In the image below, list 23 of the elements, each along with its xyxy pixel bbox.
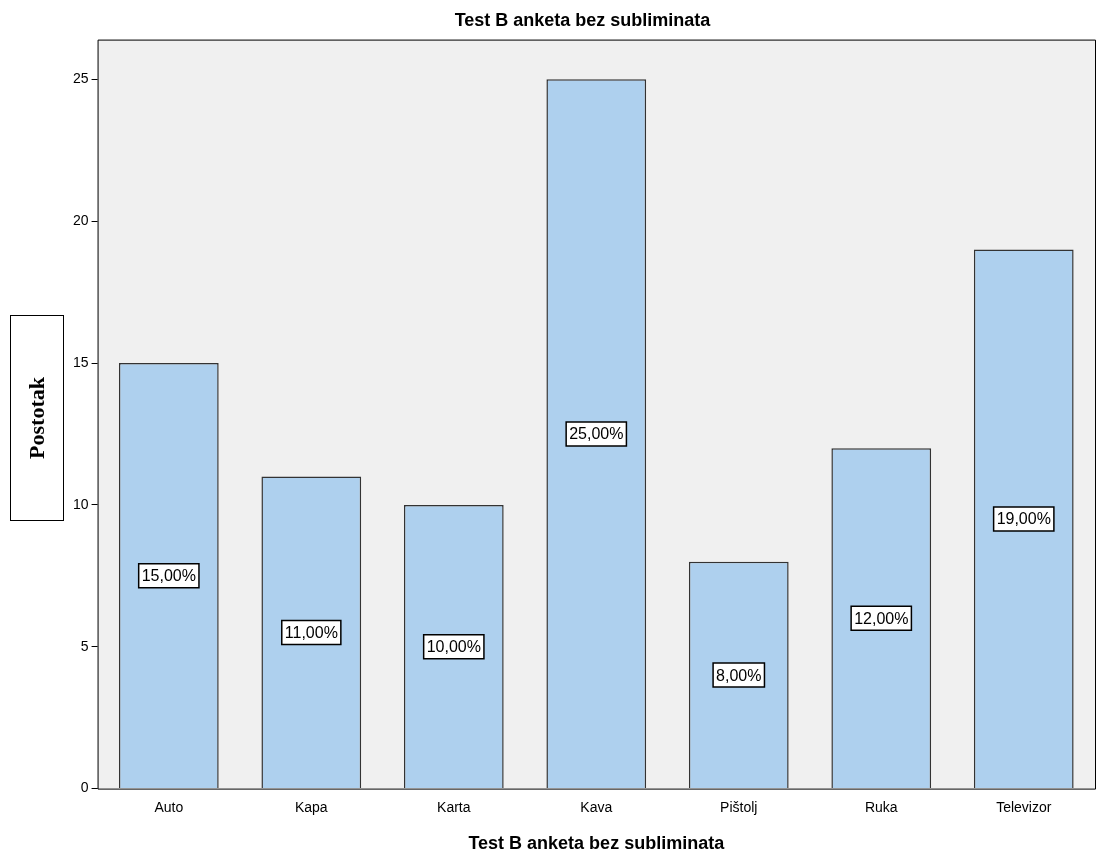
data-label: 25,00% (569, 425, 624, 443)
chart-title: Test B anketa bez subliminata (454, 9, 712, 30)
data-label: 8,00% (716, 666, 762, 684)
x-axis-title: Test B anketa bez subliminata (468, 833, 726, 854)
x-tick-label: Televizor (996, 798, 1052, 815)
y-tick-label: 25 (72, 70, 89, 87)
y-tick-label: 10 (72, 495, 89, 512)
data-label: 10,00% (426, 638, 481, 656)
y-tick-label: 0 (80, 779, 89, 796)
x-tick-label: Kapa (294, 798, 328, 815)
data-label: 15,00% (141, 567, 196, 585)
data-label: 11,00% (284, 623, 338, 641)
y-tick-label: 15 (72, 353, 89, 370)
y-axis-title: Postotak (24, 377, 50, 459)
x-tick-label: Auto (154, 798, 184, 815)
x-tick-label: Ruka (864, 798, 898, 815)
data-label: 19,00% (996, 510, 1051, 528)
x-tick-label: Kava (580, 798, 613, 815)
y-tick-label: 5 (80, 637, 89, 654)
data-label: 12,00% (854, 609, 909, 627)
y-tick-label: 20 (72, 212, 89, 229)
x-tick-label: Pištolj (720, 798, 758, 815)
x-tick-label: Karta (437, 798, 471, 815)
